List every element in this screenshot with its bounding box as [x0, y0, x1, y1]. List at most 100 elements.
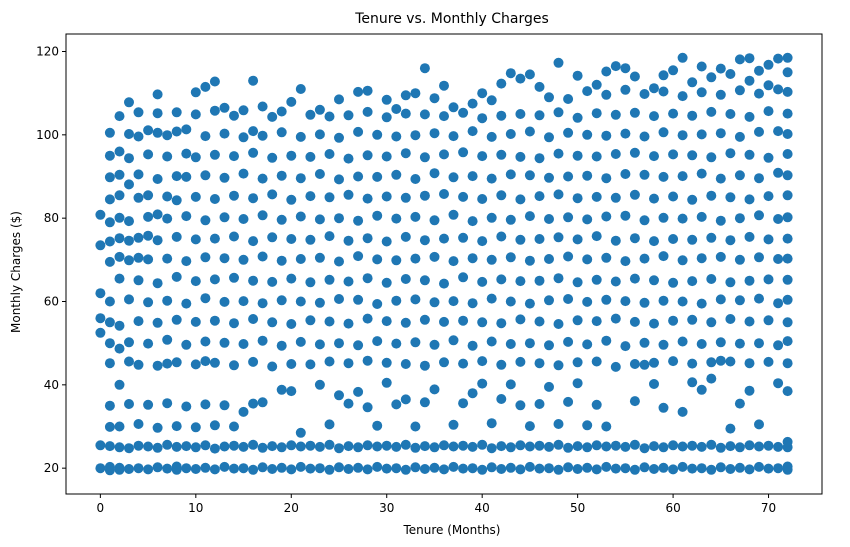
data-point: [429, 297, 440, 308]
data-point: [544, 254, 554, 264]
data-point: [668, 464, 679, 475]
data-point: [95, 288, 106, 299]
data-point: [439, 80, 449, 91]
data-point: [496, 231, 507, 242]
data-point: [734, 338, 745, 349]
data-point: [95, 440, 106, 451]
data-point: [190, 316, 201, 327]
data-point: [286, 273, 297, 284]
data-point: [400, 464, 411, 475]
data-point: [209, 357, 220, 368]
data-point: [419, 275, 430, 286]
data-point: [104, 236, 115, 247]
data-point: [754, 252, 764, 263]
data-point: [152, 235, 163, 246]
data-point: [372, 441, 383, 452]
data-point: [171, 231, 182, 242]
data-point: [601, 441, 612, 452]
data-point: [190, 109, 201, 120]
data-point: [114, 343, 125, 354]
data-point: [725, 441, 736, 452]
data-point: [677, 171, 688, 182]
data-point: [295, 461, 306, 472]
data-point: [773, 53, 784, 64]
data-point: [696, 61, 707, 72]
data-point: [629, 107, 640, 118]
data-point: [754, 88, 764, 99]
data-point: [381, 463, 392, 474]
data-point: [725, 109, 736, 119]
data-point: [696, 298, 707, 309]
data-point: [162, 151, 173, 162]
data-point: [734, 54, 745, 65]
data-point: [114, 462, 125, 473]
data-point: [267, 276, 278, 287]
data-point: [133, 419, 144, 429]
data-point: [582, 296, 593, 307]
data-point: [439, 464, 449, 475]
data-point: [706, 317, 717, 328]
data-point: [343, 235, 354, 246]
data-point: [448, 296, 459, 307]
x-tick-label: 50: [570, 501, 585, 515]
data-point: [152, 209, 163, 220]
data-point: [219, 212, 230, 223]
data-point: [267, 441, 278, 452]
data-point: [639, 297, 650, 308]
data-point: [715, 173, 726, 184]
data-point: [477, 194, 488, 204]
data-point: [104, 421, 115, 432]
data-point: [467, 98, 478, 109]
data-point: [668, 65, 679, 76]
data-point: [181, 124, 192, 135]
data-point: [505, 68, 516, 79]
data-point: [209, 105, 220, 116]
chart-title: Tenure vs. Monthly Charges: [354, 11, 549, 27]
data-point: [715, 294, 726, 305]
data-point: [486, 443, 497, 454]
data-point: [524, 255, 535, 266]
data-point: [372, 254, 383, 265]
data-point: [572, 378, 583, 389]
data-point: [219, 253, 230, 264]
data-point: [649, 111, 659, 122]
data-point: [544, 92, 554, 103]
data-point: [124, 337, 134, 348]
data-point: [572, 70, 583, 81]
data-point: [257, 130, 268, 141]
data-point: [286, 359, 297, 369]
data-point: [629, 189, 640, 200]
data-point: [381, 357, 392, 368]
data-point: [334, 132, 344, 143]
data-point: [696, 129, 707, 140]
data-point: [515, 356, 526, 367]
data-point: [295, 427, 306, 438]
data-point: [314, 104, 325, 115]
data-point: [276, 170, 287, 181]
data-point: [257, 335, 268, 346]
data-point: [486, 254, 497, 265]
data-point: [505, 214, 516, 225]
data-point: [353, 126, 364, 137]
data-point: [391, 463, 402, 474]
data-point: [286, 319, 297, 329]
data-point: [362, 193, 373, 204]
data-point: [458, 463, 469, 474]
data-point: [276, 340, 287, 351]
data-point: [658, 212, 669, 223]
data-point: [553, 107, 564, 118]
data-point: [668, 234, 679, 244]
data-point: [744, 231, 755, 242]
data-point: [467, 171, 478, 182]
data-point: [257, 251, 268, 262]
data-point: [496, 149, 507, 160]
data-point: [400, 439, 411, 450]
data-point: [429, 442, 440, 453]
data-point: [486, 293, 497, 304]
data-point: [114, 190, 125, 201]
y-tick-label: 120: [36, 45, 59, 59]
data-point: [687, 77, 698, 88]
data-point: [133, 252, 144, 263]
data-point: [229, 231, 239, 242]
data-point: [190, 191, 201, 202]
